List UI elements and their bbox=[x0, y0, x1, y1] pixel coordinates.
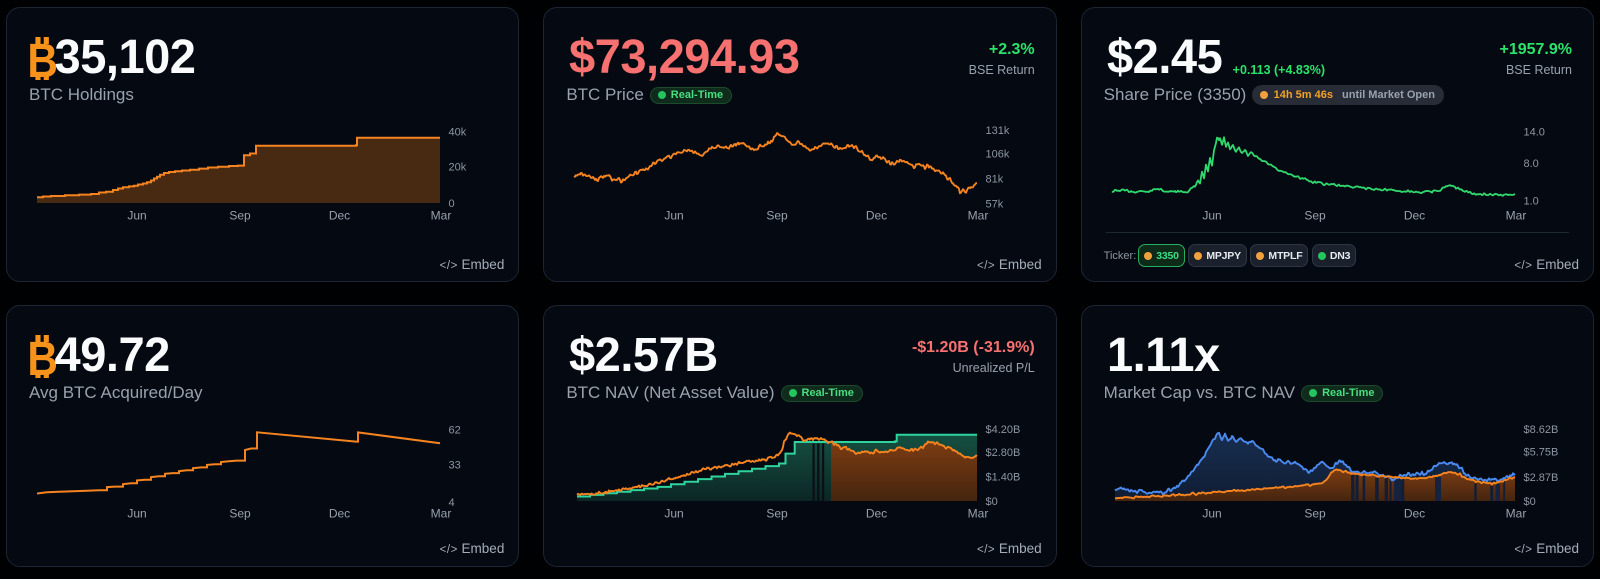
svg-text:62: 62 bbox=[449, 424, 461, 436]
svg-text:0: 0 bbox=[449, 198, 455, 210]
svg-text:Jun: Jun bbox=[1202, 507, 1221, 521]
svg-text:Jun: Jun bbox=[127, 209, 146, 223]
svg-text:81k: 81k bbox=[986, 174, 1004, 186]
svg-text:Jun: Jun bbox=[1202, 209, 1221, 223]
svg-text:Mar: Mar bbox=[968, 209, 989, 223]
svg-text:Dec: Dec bbox=[329, 209, 350, 223]
svg-text:Mar: Mar bbox=[1505, 209, 1526, 223]
svg-text:Dec: Dec bbox=[1403, 507, 1424, 521]
svg-text:$2.87B: $2.87B bbox=[1523, 472, 1558, 484]
svg-text:40k: 40k bbox=[449, 126, 467, 138]
svg-text:Sep: Sep bbox=[229, 507, 251, 521]
svg-text:Jun: Jun bbox=[127, 507, 146, 521]
svg-text:Mar: Mar bbox=[431, 209, 452, 223]
svg-text:$8.62B: $8.62B bbox=[1523, 424, 1558, 436]
svg-text:B: B bbox=[30, 335, 57, 379]
svg-text:Jun: Jun bbox=[665, 507, 684, 521]
svg-text:Dec: Dec bbox=[329, 507, 350, 521]
svg-text:Sep: Sep bbox=[229, 209, 251, 223]
svg-text:Mar: Mar bbox=[431, 507, 452, 521]
svg-text:Sep: Sep bbox=[767, 507, 789, 521]
svg-text:Dec: Dec bbox=[866, 209, 887, 223]
svg-text:B: B bbox=[30, 37, 57, 81]
svg-text:131k: 131k bbox=[986, 125, 1010, 137]
svg-text:$5.75B: $5.75B bbox=[1523, 447, 1558, 459]
svg-text:Mar: Mar bbox=[1505, 507, 1526, 521]
svg-text:Jun: Jun bbox=[665, 209, 684, 223]
svg-text:20k: 20k bbox=[449, 161, 467, 173]
svg-text:57k: 57k bbox=[986, 199, 1004, 211]
svg-text:$0: $0 bbox=[986, 496, 998, 508]
svg-text:33: 33 bbox=[449, 459, 461, 471]
svg-text:106k: 106k bbox=[986, 149, 1010, 161]
svg-text:14.0: 14.0 bbox=[1523, 127, 1544, 139]
svg-text:8.0: 8.0 bbox=[1523, 158, 1538, 170]
svg-text:Dec: Dec bbox=[866, 507, 887, 521]
svg-text:Sep: Sep bbox=[1304, 209, 1326, 223]
svg-text:Dec: Dec bbox=[1403, 209, 1424, 223]
svg-text:Sep: Sep bbox=[767, 209, 789, 223]
svg-text:1.0: 1.0 bbox=[1523, 196, 1538, 208]
svg-text:Sep: Sep bbox=[1304, 507, 1326, 521]
svg-text:$2.80B: $2.80B bbox=[986, 447, 1021, 459]
svg-text:4: 4 bbox=[449, 497, 455, 509]
svg-text:$0: $0 bbox=[1523, 496, 1535, 508]
svg-text:$4.20B: $4.20B bbox=[986, 424, 1021, 436]
svg-text:Mar: Mar bbox=[968, 507, 989, 521]
svg-text:$1.40B: $1.40B bbox=[986, 471, 1021, 483]
